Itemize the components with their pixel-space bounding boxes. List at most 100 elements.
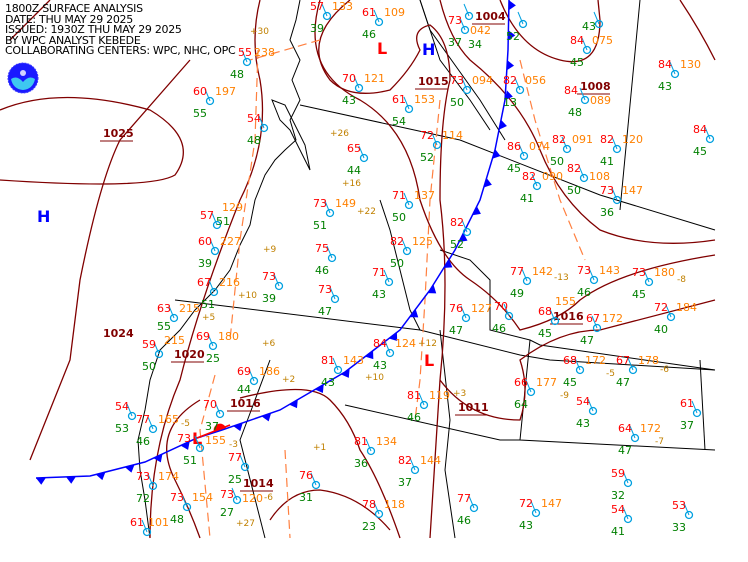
wind-barb-icon bbox=[231, 487, 238, 501]
station-plot[interactable]: 66 64 177 bbox=[514, 376, 557, 411]
station-plot[interactable]: 65 44 bbox=[347, 142, 369, 177]
station-plot[interactable]: 86 45 074 bbox=[507, 140, 550, 175]
station-plot[interactable]: 34 bbox=[463, 3, 482, 51]
station-plot[interactable]: 68 45 155 bbox=[538, 295, 576, 340]
station-plot[interactable]: 73 47 bbox=[318, 283, 340, 318]
station-plot[interactable]: 72 52 114 bbox=[420, 129, 463, 164]
station-plot[interactable]: 73 27 120 bbox=[220, 487, 263, 519]
station-plot[interactable]: 76 31 bbox=[299, 469, 321, 504]
station-plot[interactable]: 73 45 180 bbox=[632, 266, 675, 301]
station-plot[interactable]: 73 37 042 bbox=[448, 14, 491, 49]
trough-line bbox=[229, 49, 259, 341]
station-plot[interactable]: 84 48 089 bbox=[564, 84, 611, 119]
station-plot[interactable]: 54 53 bbox=[115, 400, 137, 435]
station-dewpoint: 39 bbox=[262, 292, 276, 305]
station-plot[interactable]: 67 47 178 bbox=[616, 354, 659, 389]
station-plot[interactable]: 77 46 bbox=[457, 492, 479, 527]
station-plot[interactable]: 52 bbox=[506, 11, 528, 43]
station-plot[interactable]: 60 39 227 bbox=[198, 235, 241, 270]
station-dewpoint: 46 bbox=[577, 286, 591, 299]
station-plot[interactable]: 82 41 090 bbox=[520, 170, 563, 205]
station-plot[interactable]: 69 25 180 bbox=[196, 330, 239, 365]
station-dewpoint: 39 bbox=[310, 22, 324, 35]
station-plot[interactable]: 68 45 172 bbox=[563, 354, 606, 389]
wind-barb-icon bbox=[460, 305, 467, 319]
station-plot[interactable]: 60 55 197 bbox=[193, 85, 236, 120]
pressure-tendency: +1 bbox=[313, 443, 326, 453]
station-plot[interactable]: 84 43 130 bbox=[658, 58, 701, 93]
station-temperature: 54 bbox=[115, 400, 129, 413]
station-plot[interactable]: 71 50 137 bbox=[392, 189, 435, 224]
station-plot[interactable]: 71 43 bbox=[372, 266, 394, 301]
station-plot[interactable]: 73 46 143 bbox=[577, 264, 620, 299]
station-plot[interactable]: 73 36 147 bbox=[600, 184, 643, 219]
station-plot[interactable]: 64 47 172 bbox=[618, 422, 661, 457]
station-temperature: 77 bbox=[228, 451, 242, 464]
station-plot[interactable]: 73 50 094 bbox=[450, 74, 493, 109]
wind-barb-icon bbox=[578, 165, 585, 179]
coastline bbox=[137, 0, 301, 539]
station-dewpoint: 72 bbox=[136, 492, 150, 505]
station-plot[interactable]: 73 72 174 bbox=[136, 470, 179, 505]
station-plot[interactable]: 77 25 bbox=[228, 451, 250, 486]
station-plot[interactable]: 67 47 172 bbox=[580, 312, 623, 347]
station-plot[interactable]: 73 39 bbox=[262, 270, 284, 305]
wind-barb-icon bbox=[691, 400, 698, 414]
station-plot[interactable]: 61 37 bbox=[680, 397, 702, 432]
station-circle-icon bbox=[666, 312, 676, 322]
station-temperature: 84 bbox=[658, 58, 672, 71]
station-plot[interactable]: 77 49 142 bbox=[510, 265, 553, 300]
station-plot[interactable]: 78 23 118 bbox=[362, 498, 405, 533]
station-plot[interactable]: 54 48 bbox=[247, 112, 269, 147]
station-plot[interactable]: 61 101 bbox=[130, 516, 169, 537]
station-plot[interactable]: 72 43 147 bbox=[519, 497, 562, 532]
station-plot[interactable]: 59 50 215 bbox=[142, 334, 185, 373]
station-plot[interactable]: 73 48 154 bbox=[170, 491, 213, 526]
station-plot[interactable]: 43 bbox=[582, 11, 604, 33]
station-plot[interactable]: 67 51 216 bbox=[197, 276, 240, 311]
station-plot[interactable]: 82 13 056 bbox=[503, 74, 546, 109]
troughs bbox=[199, 39, 586, 539]
station-plot[interactable]: 81 36 134 bbox=[354, 435, 397, 470]
station-plot[interactable]: 72 40 184 bbox=[654, 301, 697, 336]
station-plot[interactable]: 84 43 124 bbox=[373, 337, 416, 372]
wind-barb-icon bbox=[461, 77, 468, 91]
station-dewpoint: 48 bbox=[170, 513, 184, 526]
station-plot[interactable]: 55 48 238 bbox=[230, 46, 275, 81]
station-dewpoint: 48 bbox=[568, 106, 582, 119]
station-plot[interactable]: 84 45 075 bbox=[570, 34, 613, 69]
station-plot[interactable]: 70 43 121 bbox=[342, 72, 385, 107]
station-plot[interactable]: 82 52 bbox=[450, 216, 472, 251]
station-circle-icon bbox=[562, 144, 572, 154]
station-plot[interactable]: 76 47 127 bbox=[449, 302, 492, 337]
station-plot[interactable]: 81 43 143 bbox=[321, 354, 364, 389]
wind-barb-icon bbox=[403, 96, 410, 110]
station-plot[interactable]: 57 39 133 bbox=[310, 0, 353, 35]
station-plot[interactable]: 69 44 186 bbox=[237, 365, 280, 396]
station-plot[interactable]: 59 32 bbox=[611, 467, 633, 502]
station-plot[interactable]: 84 45 bbox=[693, 123, 715, 158]
station-plot[interactable]: 82 50 091 bbox=[550, 133, 593, 168]
station-temperature: 78 bbox=[362, 498, 376, 511]
station-plot[interactable]: 61 46 109 bbox=[362, 6, 405, 41]
station-plot[interactable]: 82 41 120 bbox=[600, 133, 643, 168]
station-plot[interactable]: 82 50 108 bbox=[567, 162, 610, 197]
station-plot[interactable]: 70 46 bbox=[492, 300, 514, 335]
station-temperature: 60 bbox=[198, 235, 212, 248]
station-temperature: 53 bbox=[672, 499, 686, 512]
station-plot[interactable]: 81 46 119 bbox=[407, 389, 450, 424]
station-plot[interactable]: 82 50 125 bbox=[390, 235, 433, 270]
station-plot[interactable]: 73 51 155 bbox=[177, 432, 226, 467]
station-temperature: 73 bbox=[448, 14, 462, 27]
station-plot[interactable]: 82 37 144 bbox=[398, 454, 441, 489]
station-plot[interactable]: 61 54 153 bbox=[392, 93, 435, 128]
station-plot[interactable]: 54 41 bbox=[611, 503, 633, 538]
station-plot[interactable]: 53 33 bbox=[672, 499, 694, 534]
station-plot[interactable]: 63 55 215 bbox=[157, 302, 200, 333]
station-plot[interactable]: 54 43 bbox=[576, 395, 598, 430]
station-plot[interactable]: 70 37 bbox=[203, 398, 225, 433]
station-plot[interactable]: 73 51 149 bbox=[313, 197, 356, 232]
station-plot[interactable]: 75 46 bbox=[315, 242, 337, 277]
station-plot[interactable]: 77 46 165 bbox=[136, 413, 179, 448]
